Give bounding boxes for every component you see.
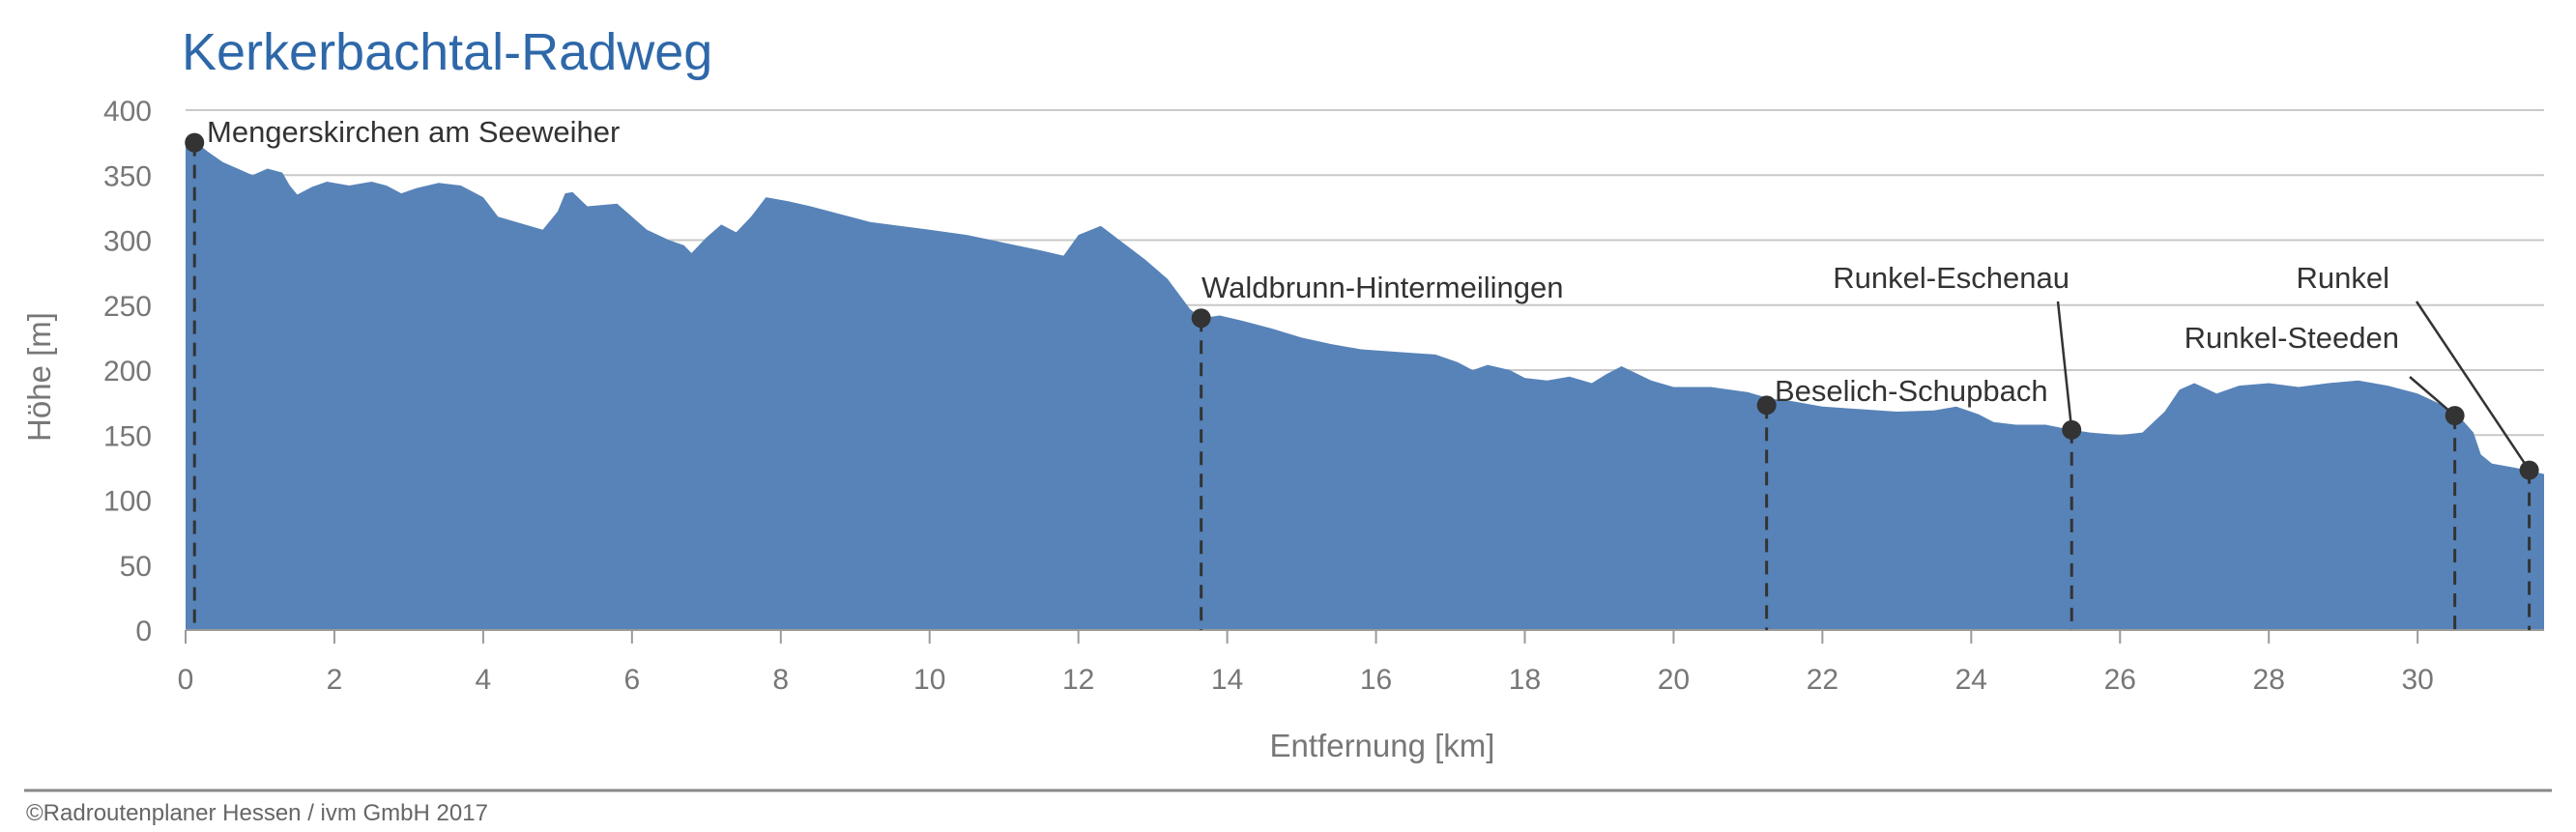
x-tick-label: 14 bbox=[1211, 664, 1243, 696]
y-tick-label: 300 bbox=[103, 226, 152, 258]
waypoint-leader-line bbox=[2415, 301, 2531, 472]
waypoint-label: Runkel bbox=[2297, 261, 2390, 295]
y-axis: 0 50 100 150 200 250 300 350 400 bbox=[103, 96, 152, 647]
y-tick-label: 150 bbox=[103, 420, 152, 452]
copyright-text: ©Radroutenplaner Hessen / ivm GmbH 2017 bbox=[26, 800, 488, 826]
waypoint-marker bbox=[1756, 395, 1777, 416]
y-tick-label: 50 bbox=[120, 551, 152, 583]
waypoint-leader-line bbox=[2409, 376, 2456, 417]
waypoint-marker bbox=[2062, 419, 2082, 440]
x-tick-label: 20 bbox=[1658, 664, 1690, 696]
x-tick-label: 28 bbox=[2253, 664, 2285, 696]
x-tick-label: 6 bbox=[623, 664, 640, 696]
x-tick-label: 26 bbox=[2104, 664, 2136, 696]
waypoint-marker bbox=[185, 132, 205, 153]
y-axis-label: Höhe [m] bbox=[21, 312, 57, 442]
y-tick-label: 0 bbox=[135, 616, 152, 647]
x-tick-label: 8 bbox=[772, 664, 789, 696]
y-tick-label: 200 bbox=[103, 356, 152, 387]
waypoint-marker bbox=[1191, 308, 1211, 329]
x-tick-label: 16 bbox=[1360, 664, 1392, 696]
x-tick-label: 4 bbox=[476, 664, 492, 696]
x-tick-label: 12 bbox=[1062, 664, 1094, 696]
elevation-profile-area bbox=[186, 139, 2544, 630]
y-tick-label: 400 bbox=[103, 96, 152, 128]
x-tick-label: 0 bbox=[178, 664, 194, 696]
x-axis-label: Entfernung [km] bbox=[1270, 728, 1495, 763]
chart-title: Kerkerbachtal-Radweg bbox=[182, 23, 712, 81]
x-tick-label: 30 bbox=[2401, 664, 2433, 696]
waypoint-leader-line bbox=[2056, 301, 2073, 431]
waypoint-marker bbox=[2445, 406, 2465, 426]
y-tick-label: 100 bbox=[103, 486, 152, 518]
x-tick-label: 24 bbox=[1955, 664, 1987, 696]
x-tick-label: 18 bbox=[1509, 664, 1541, 696]
y-tick-label: 250 bbox=[103, 291, 152, 323]
x-tick-label: 22 bbox=[1807, 664, 1838, 696]
x-tick-label: 10 bbox=[913, 664, 945, 696]
waypoint-label: Runkel-Steeden bbox=[2185, 321, 2399, 355]
x-axis: 0 2 4 6 8 10 12 14 16 18 20 22 24 26 28 30 bbox=[178, 629, 2544, 696]
waypoint-label: Waldbrunn-Hintermeilingen bbox=[1201, 271, 1563, 304]
waypoint-markers: Mengerskirchen am Seeweiher Waldbrunn-Hin… bbox=[185, 115, 2539, 630]
waypoint-label: Mengerskirchen am Seeweiher bbox=[207, 115, 620, 149]
waypoint-label: Beselich-Schupbach bbox=[1775, 374, 2048, 408]
y-tick-label: 350 bbox=[103, 160, 152, 192]
waypoint-marker bbox=[2519, 460, 2539, 480]
x-tick-label: 2 bbox=[327, 664, 343, 696]
waypoint-label: Runkel-Eschenau bbox=[1833, 261, 2069, 295]
